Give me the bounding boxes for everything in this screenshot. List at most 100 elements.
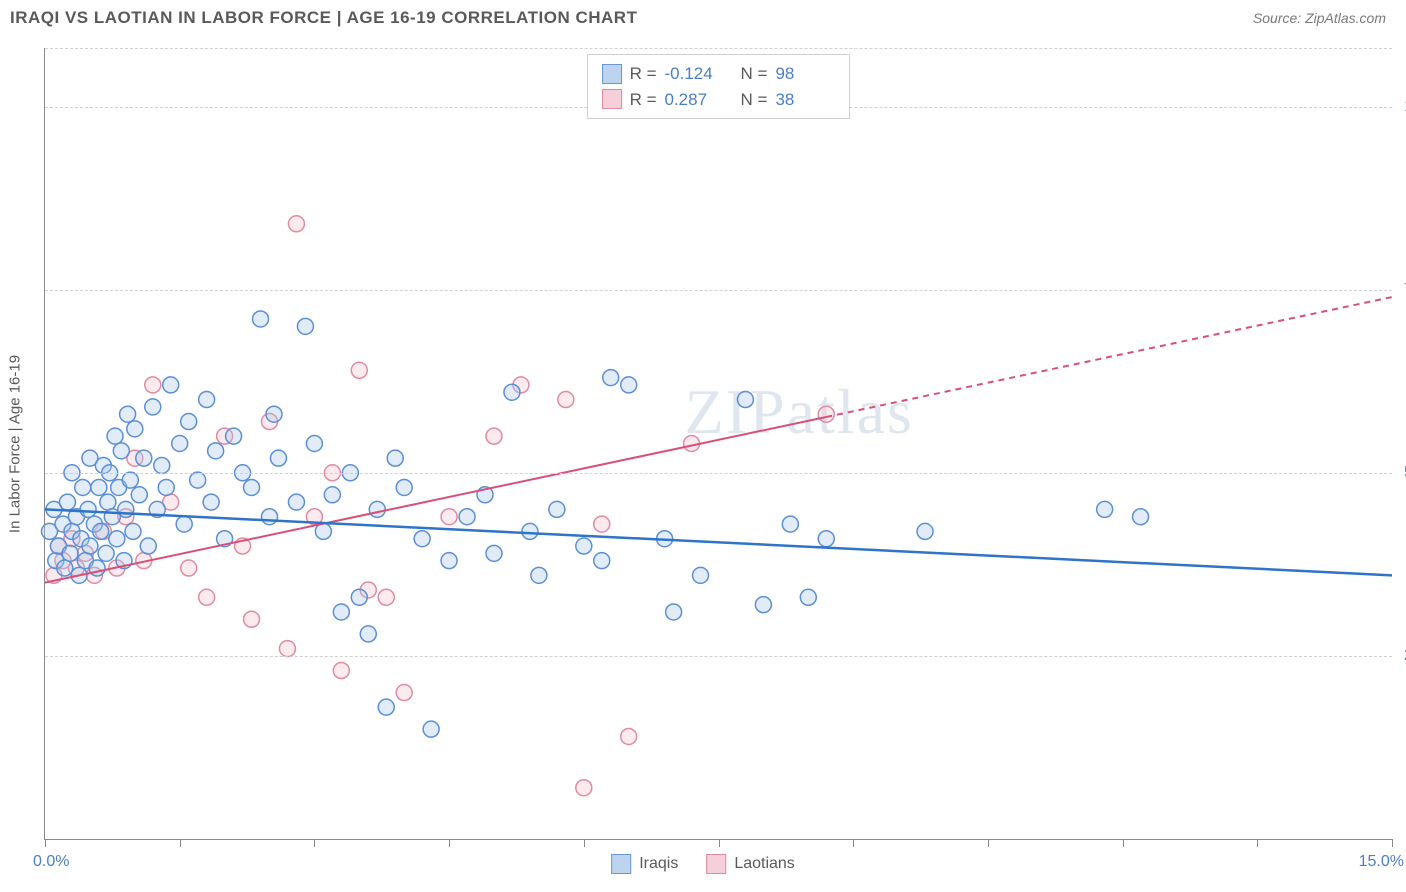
y-tick-label: 100.0% — [1396, 98, 1406, 116]
y-tick-label: 25.0% — [1396, 647, 1406, 665]
chart-title: IRAQI VS LAOTIAN IN LABOR FORCE | AGE 16… — [10, 8, 637, 28]
scatter-point — [279, 641, 295, 657]
scatter-point — [82, 538, 98, 554]
swatch-laotians-icon — [602, 89, 622, 109]
scatter-point — [504, 384, 520, 400]
x-tick — [180, 839, 181, 847]
scatter-point — [800, 589, 816, 605]
x-tick — [1392, 839, 1393, 847]
correlation-legend: R = -0.124 N = 98 R = 0.287 N = 38 — [587, 54, 851, 119]
scatter-point — [226, 428, 242, 444]
scatter-point — [351, 362, 367, 378]
y-axis-title: In Labor Force | Age 16-19 — [7, 354, 24, 532]
scatter-point — [396, 685, 412, 701]
swatch-iraqis-icon — [611, 854, 631, 874]
scatter-point — [244, 479, 260, 495]
gridline — [45, 656, 1392, 657]
r-value-iraqis: -0.124 — [665, 61, 725, 87]
scatter-point — [486, 545, 502, 561]
scatter-point — [782, 516, 798, 532]
x-tick — [988, 839, 989, 847]
scatter-point — [190, 472, 206, 488]
scatter-point — [1097, 501, 1113, 517]
trend-line-dashed — [826, 297, 1392, 417]
scatter-point — [351, 589, 367, 605]
x-tick — [584, 839, 585, 847]
scatter-point — [441, 553, 457, 569]
scatter-point — [378, 589, 394, 605]
scatter-point — [549, 501, 565, 517]
scatter-point — [594, 516, 610, 532]
n-value-iraqis: 98 — [775, 61, 835, 87]
scatter-point — [378, 699, 394, 715]
scatter-point — [522, 523, 538, 539]
r-value-laotians: 0.287 — [665, 87, 725, 113]
n-value-laotians: 38 — [775, 87, 835, 113]
scatter-point — [818, 406, 834, 422]
scatter-point — [57, 560, 73, 576]
scatter-point — [324, 487, 340, 503]
scatter-point — [423, 721, 439, 737]
trend-line — [45, 417, 826, 583]
scatter-point — [80, 501, 96, 517]
n-label: N = — [741, 61, 768, 87]
scatter-point — [387, 450, 403, 466]
scatter-point — [576, 538, 592, 554]
scatter-point — [441, 509, 457, 525]
scatter-point — [262, 509, 278, 525]
scatter-point — [621, 377, 637, 393]
scatter-point — [208, 443, 224, 459]
swatch-iraqis-icon — [602, 64, 622, 84]
gridline — [45, 473, 1392, 474]
scatter-point — [666, 604, 682, 620]
y-tick-label: 75.0% — [1396, 281, 1406, 299]
scatter-point — [181, 560, 197, 576]
series-legend: Iraqis Laotians — [611, 854, 795, 874]
scatter-point — [288, 494, 304, 510]
scatter-point — [755, 597, 771, 613]
scatter-point — [621, 728, 637, 744]
scatter-point — [244, 611, 260, 627]
scatter-point — [288, 216, 304, 232]
scatter-point — [333, 663, 349, 679]
scatter-point — [127, 421, 143, 437]
scatter-point — [131, 487, 147, 503]
legend-label-laotians: Laotians — [734, 855, 795, 873]
swatch-laotians-icon — [706, 854, 726, 874]
scatter-point — [98, 545, 114, 561]
scatter-point — [333, 604, 349, 620]
scatter-point — [145, 399, 161, 415]
scatter-point — [253, 311, 269, 327]
scatter-point — [414, 531, 430, 547]
scatter-point — [176, 516, 192, 532]
scatter-point — [594, 553, 610, 569]
scatter-point — [266, 406, 282, 422]
x-tick — [449, 839, 450, 847]
scatter-point — [297, 318, 313, 334]
scatter-point — [62, 545, 78, 561]
scatter-point — [136, 450, 152, 466]
scatter-point — [459, 509, 475, 525]
scatter-point — [118, 501, 134, 517]
gridline — [45, 290, 1392, 291]
scatter-point — [140, 538, 156, 554]
legend-item-iraqis: Iraqis — [611, 854, 678, 874]
scatter-point — [93, 523, 109, 539]
gridline — [45, 48, 1392, 49]
scatter-point — [306, 436, 322, 452]
scatter-point — [199, 392, 215, 408]
scatter-point — [1133, 509, 1149, 525]
y-tick-label: 50.0% — [1396, 464, 1406, 482]
chart-header: IRAQI VS LAOTIAN IN LABOR FORCE | AGE 16… — [0, 0, 1406, 36]
scatter-point — [125, 523, 141, 539]
scatter-point — [203, 494, 219, 510]
scatter-point — [369, 501, 385, 517]
x-tick — [1123, 839, 1124, 847]
chart-container: ZIPatlas In Labor Force | Age 16-19 R = … — [44, 48, 1392, 840]
n-label: N = — [741, 87, 768, 113]
scatter-point — [603, 370, 619, 386]
x-axis-min-label: 0.0% — [33, 853, 69, 871]
r-label: R = — [630, 61, 657, 87]
scatter-point — [109, 531, 125, 547]
scatter-point — [531, 567, 547, 583]
